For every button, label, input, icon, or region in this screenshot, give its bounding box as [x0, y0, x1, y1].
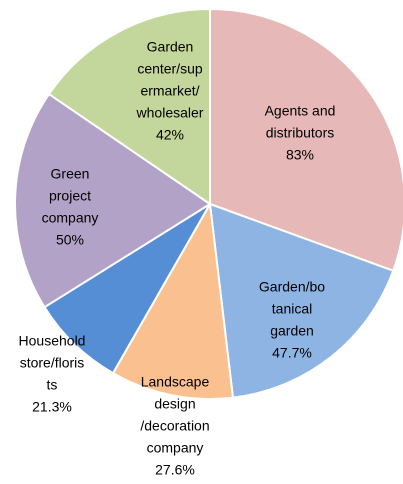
slice-label: wholesaler [136, 105, 204, 121]
slice-label: /decoration [140, 418, 209, 434]
slice-label: tanical [272, 301, 312, 317]
slice-label: store/floris [20, 355, 85, 371]
slice-label: distributors [266, 125, 334, 141]
value-label: 83% [286, 147, 314, 163]
slice-label: company [147, 440, 204, 456]
slice-label: design [154, 396, 195, 412]
pie-slice [208, 202, 395, 399]
slice-label: Landscape [141, 374, 210, 390]
slice-label: garden [270, 323, 314, 339]
slice-label: ermarket/ [140, 83, 199, 99]
slice-label: center/sup [137, 61, 203, 77]
pie-slice [43, 203, 211, 375]
value-label: 42% [156, 127, 184, 143]
value-label: 50% [56, 232, 84, 248]
slice-label: company [42, 210, 99, 226]
slice-label: project [49, 188, 91, 204]
value-label: 27.6% [155, 462, 195, 478]
slice-label: Green [51, 166, 90, 182]
pie-slice [209, 7, 403, 273]
value-label: 21.3% [32, 399, 72, 415]
pie-slice [47, 7, 211, 206]
slice-label: Agents and [265, 103, 336, 119]
slice-label: ts [47, 377, 58, 393]
pie-slice [14, 92, 212, 309]
pie-slice [111, 200, 235, 400]
slice-label: Household [19, 333, 86, 349]
value-label: 47.7% [272, 345, 312, 361]
slice-label: Garden/bo [259, 279, 325, 295]
slice-label: Garden [147, 39, 194, 55]
